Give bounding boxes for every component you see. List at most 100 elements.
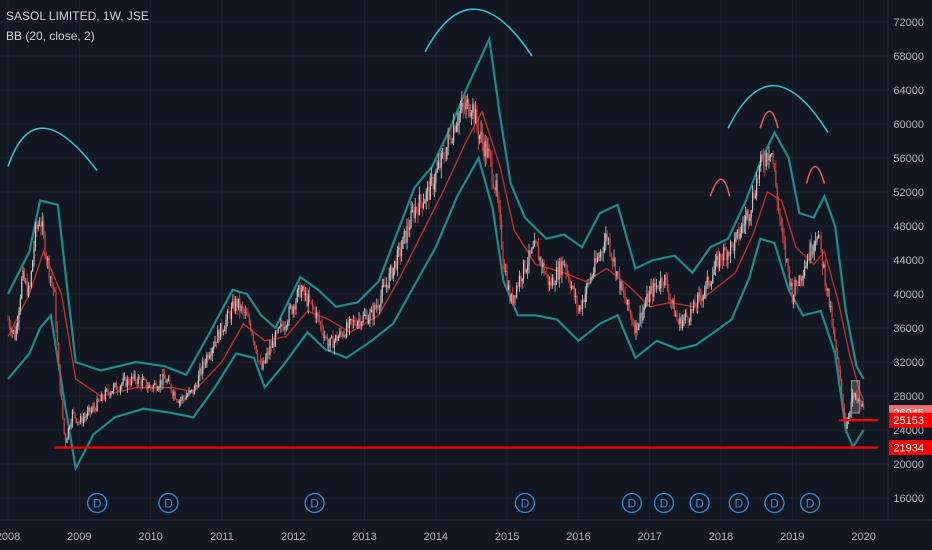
candle-body xyxy=(336,335,338,341)
candle-body xyxy=(602,251,604,253)
candle-body xyxy=(673,299,675,317)
candle-body xyxy=(100,394,102,401)
candle-body xyxy=(697,294,699,308)
candle-body xyxy=(144,379,146,380)
candle-body xyxy=(243,308,245,313)
candle-body xyxy=(355,323,357,327)
candle-body xyxy=(516,285,518,298)
candle-body xyxy=(266,352,268,358)
candle-body xyxy=(728,251,730,255)
candle-body xyxy=(572,286,574,288)
dividend-marker-label: D xyxy=(93,497,102,511)
dividend-marker[interactable]: D xyxy=(158,492,179,514)
candle-body xyxy=(147,387,149,389)
time-axis[interactable]: 2008 2009 2010 2011 2012 2013 2014 2015 2016 2017… xyxy=(0,519,932,550)
candle-body xyxy=(616,271,618,276)
candle-body xyxy=(148,385,150,388)
candle-body xyxy=(392,267,394,279)
candle-body xyxy=(218,330,220,340)
candle-body xyxy=(211,348,213,355)
candle-body xyxy=(590,277,592,283)
candle-body xyxy=(137,377,139,384)
candle-body xyxy=(208,355,211,359)
candle-body xyxy=(399,247,401,257)
candle-body xyxy=(420,194,422,203)
candle-body xyxy=(310,300,312,302)
candle-body xyxy=(169,378,171,385)
candle-body xyxy=(861,403,863,407)
indicator-legend[interactable]: BB (20, close, 2) xyxy=(6,29,95,43)
candle-body xyxy=(299,285,301,298)
candle-body xyxy=(813,243,815,252)
candle-body xyxy=(43,221,45,235)
candle-body xyxy=(625,300,627,305)
candle-body xyxy=(514,295,516,298)
candle-body xyxy=(19,298,21,311)
candle-body xyxy=(521,278,523,281)
price-tick-label: 52000 xyxy=(893,187,924,199)
candle-body xyxy=(269,346,271,355)
dividend-marker[interactable]: D xyxy=(799,492,821,514)
dividend-marker[interactable]: D xyxy=(764,492,785,514)
candle-body xyxy=(91,409,93,413)
dividend-marker[interactable]: D xyxy=(689,492,710,514)
candle-body xyxy=(389,266,392,274)
candle-body xyxy=(21,278,23,299)
dividend-marker[interactable]: D xyxy=(728,492,749,514)
candle-body xyxy=(406,225,408,243)
candle-body xyxy=(533,240,536,247)
candle-body xyxy=(579,305,581,312)
candle-body xyxy=(849,412,851,418)
candle-body xyxy=(825,286,828,291)
candle-body xyxy=(251,330,253,335)
candle-body xyxy=(400,248,403,257)
candle-body xyxy=(860,400,862,407)
candle-body xyxy=(830,306,832,308)
candle-body xyxy=(596,257,599,262)
candle-body xyxy=(485,141,488,158)
candle-body xyxy=(581,299,584,310)
candle-body xyxy=(413,209,415,218)
candle-body xyxy=(210,354,212,356)
candle-body xyxy=(644,303,647,308)
candle-body xyxy=(739,233,741,239)
candle-body xyxy=(215,341,218,344)
candle-body xyxy=(359,318,361,327)
candle-body xyxy=(522,260,525,279)
candle-body xyxy=(527,265,529,271)
candle-body xyxy=(368,319,370,324)
candle-body xyxy=(442,152,444,154)
candle-body xyxy=(765,152,767,167)
candle-body xyxy=(779,209,781,221)
candle-body xyxy=(487,148,489,158)
candle-body xyxy=(414,207,416,218)
dividend-marker[interactable]: D xyxy=(304,492,325,514)
candle-body xyxy=(540,257,542,267)
candle-body xyxy=(640,312,643,321)
dividend-marker[interactable]: D xyxy=(621,492,643,514)
candle-body xyxy=(78,421,80,423)
candle-body xyxy=(808,258,810,260)
dividend-marker[interactable]: D xyxy=(86,492,108,514)
candle-body xyxy=(842,393,844,408)
candle-body xyxy=(632,321,634,325)
candle-body xyxy=(488,148,490,152)
candle-body xyxy=(395,261,397,270)
dividend-marker[interactable]: D xyxy=(653,492,675,514)
candle-body xyxy=(776,186,778,203)
candle-body xyxy=(499,206,501,221)
candle-body xyxy=(775,170,777,187)
candle-body xyxy=(374,305,377,308)
candle-body xyxy=(125,377,127,388)
candle-body xyxy=(764,164,766,167)
dividend-marker[interactable]: D xyxy=(514,492,536,514)
candle-body xyxy=(790,282,792,287)
pattern-arcs xyxy=(7,8,829,197)
price-axis[interactable]: 16000 20000 24000 28000 32000 36000 40000 44000… xyxy=(887,0,932,550)
price-tick-label: 28000 xyxy=(893,391,924,403)
candle-body xyxy=(496,180,499,198)
price-tick-label: 68000 xyxy=(893,51,924,63)
candle-body xyxy=(292,306,294,314)
candle-body xyxy=(651,286,654,297)
